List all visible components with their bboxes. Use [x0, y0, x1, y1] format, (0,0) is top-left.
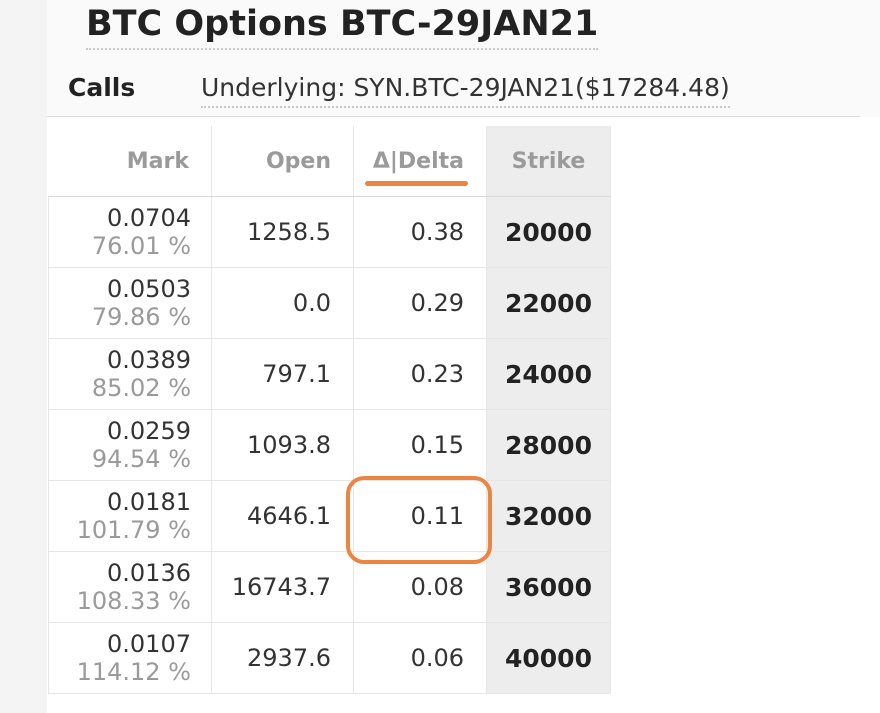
column-header-open[interactable]: Open — [211, 126, 354, 197]
delta-cell: 0.23 — [353, 338, 487, 410]
mark-iv: 108.33 % — [76, 587, 191, 615]
table-row[interactable]: 0.0181 101.79 % 4646.1 0.11 32000 — [48, 480, 611, 552]
table-row[interactable]: 0.0704 76.01 % 1258.5 0.38 20000 — [48, 196, 611, 268]
table-row[interactable]: 0.0259 94.54 % 1093.8 0.15 28000 — [48, 409, 611, 481]
table-body: 0.0704 76.01 % 1258.5 0.38 20000 0.0503 … — [48, 196, 611, 694]
calls-label: Calls — [68, 73, 136, 102]
open-cell: 1093.8 — [211, 409, 354, 481]
strike-cell: 28000 — [486, 409, 611, 481]
mark-price: 0.0503 — [107, 275, 191, 303]
mark-cell: 0.0136 108.33 % — [48, 551, 212, 623]
mark-price: 0.0107 — [107, 630, 191, 658]
header-divider — [47, 116, 860, 117]
mark-cell: 0.0259 94.54 % — [48, 409, 212, 481]
delta-header-label: Δ|Delta — [364, 148, 468, 186]
mark-iv: 76.01 % — [91, 232, 191, 260]
mark-iv: 85.02 % — [91, 374, 191, 402]
mark-price: 0.0136 — [107, 559, 191, 587]
table-row[interactable]: 0.0107 114.12 % 2937.6 0.06 40000 — [48, 622, 611, 694]
mark-iv: 79.86 % — [91, 303, 191, 331]
table-row[interactable]: 0.0136 108.33 % 16743.7 0.08 36000 — [48, 551, 611, 623]
mark-price: 0.0181 — [107, 488, 191, 516]
strike-cell: 22000 — [486, 267, 611, 339]
mark-price: 0.0259 — [107, 417, 191, 445]
delta-cell: 0.15 — [353, 409, 487, 481]
mark-price: 0.0389 — [107, 346, 191, 374]
strike-cell: 32000 — [486, 480, 611, 552]
column-header-delta[interactable]: Δ|Delta — [353, 126, 487, 197]
open-cell: 2937.6 — [211, 622, 354, 694]
underlying-label[interactable]: Underlying: SYN.BTC-29JAN21($17284.48) — [201, 70, 730, 108]
header-band — [47, 0, 880, 117]
mark-iv: 94.54 % — [91, 445, 191, 473]
delta-cell: 0.29 — [353, 267, 487, 339]
delta-cell-highlighted: 0.11 — [353, 480, 487, 552]
open-cell: 16743.7 — [211, 551, 354, 623]
options-chain-table: Mark Open Δ|Delta Strike 0.0704 76.01 % … — [48, 126, 611, 694]
mark-cell: 0.0389 85.02 % — [48, 338, 212, 410]
delta-cell: 0.38 — [353, 196, 487, 268]
open-cell: 0.0 — [211, 267, 354, 339]
column-header-strike[interactable]: Strike — [486, 126, 611, 197]
mark-cell: 0.0704 76.01 % — [48, 196, 212, 268]
mark-iv: 114.12 % — [76, 658, 191, 686]
delta-underline-marker — [364, 180, 468, 186]
open-cell: 4646.1 — [211, 480, 354, 552]
column-header-mark[interactable]: Mark — [48, 126, 212, 197]
mark-iv: 101.79 % — [76, 516, 191, 544]
strike-cell: 36000 — [486, 551, 611, 623]
table-row[interactable]: 0.0389 85.02 % 797.1 0.23 24000 — [48, 338, 611, 410]
left-panel-edge — [0, 0, 47, 713]
open-cell: 797.1 — [211, 338, 354, 410]
open-cell: 1258.5 — [211, 196, 354, 268]
mark-cell: 0.0107 114.12 % — [48, 622, 212, 694]
mark-price: 0.0704 — [107, 204, 191, 232]
mark-cell: 0.0503 79.86 % — [48, 267, 212, 339]
table-row[interactable]: 0.0503 79.86 % 0.0 0.29 22000 — [48, 267, 611, 339]
delta-cell: 0.08 — [353, 551, 487, 623]
delta-header-text: Δ|Delta — [372, 148, 464, 174]
strike-cell: 20000 — [486, 196, 611, 268]
page-title: BTC Options BTC-29JAN21 — [86, 2, 599, 50]
delta-cell: 0.06 — [353, 622, 487, 694]
strike-cell: 24000 — [486, 338, 611, 410]
table-header-row: Mark Open Δ|Delta Strike — [48, 126, 611, 197]
strike-cell: 40000 — [486, 622, 611, 694]
mark-cell: 0.0181 101.79 % — [48, 480, 212, 552]
